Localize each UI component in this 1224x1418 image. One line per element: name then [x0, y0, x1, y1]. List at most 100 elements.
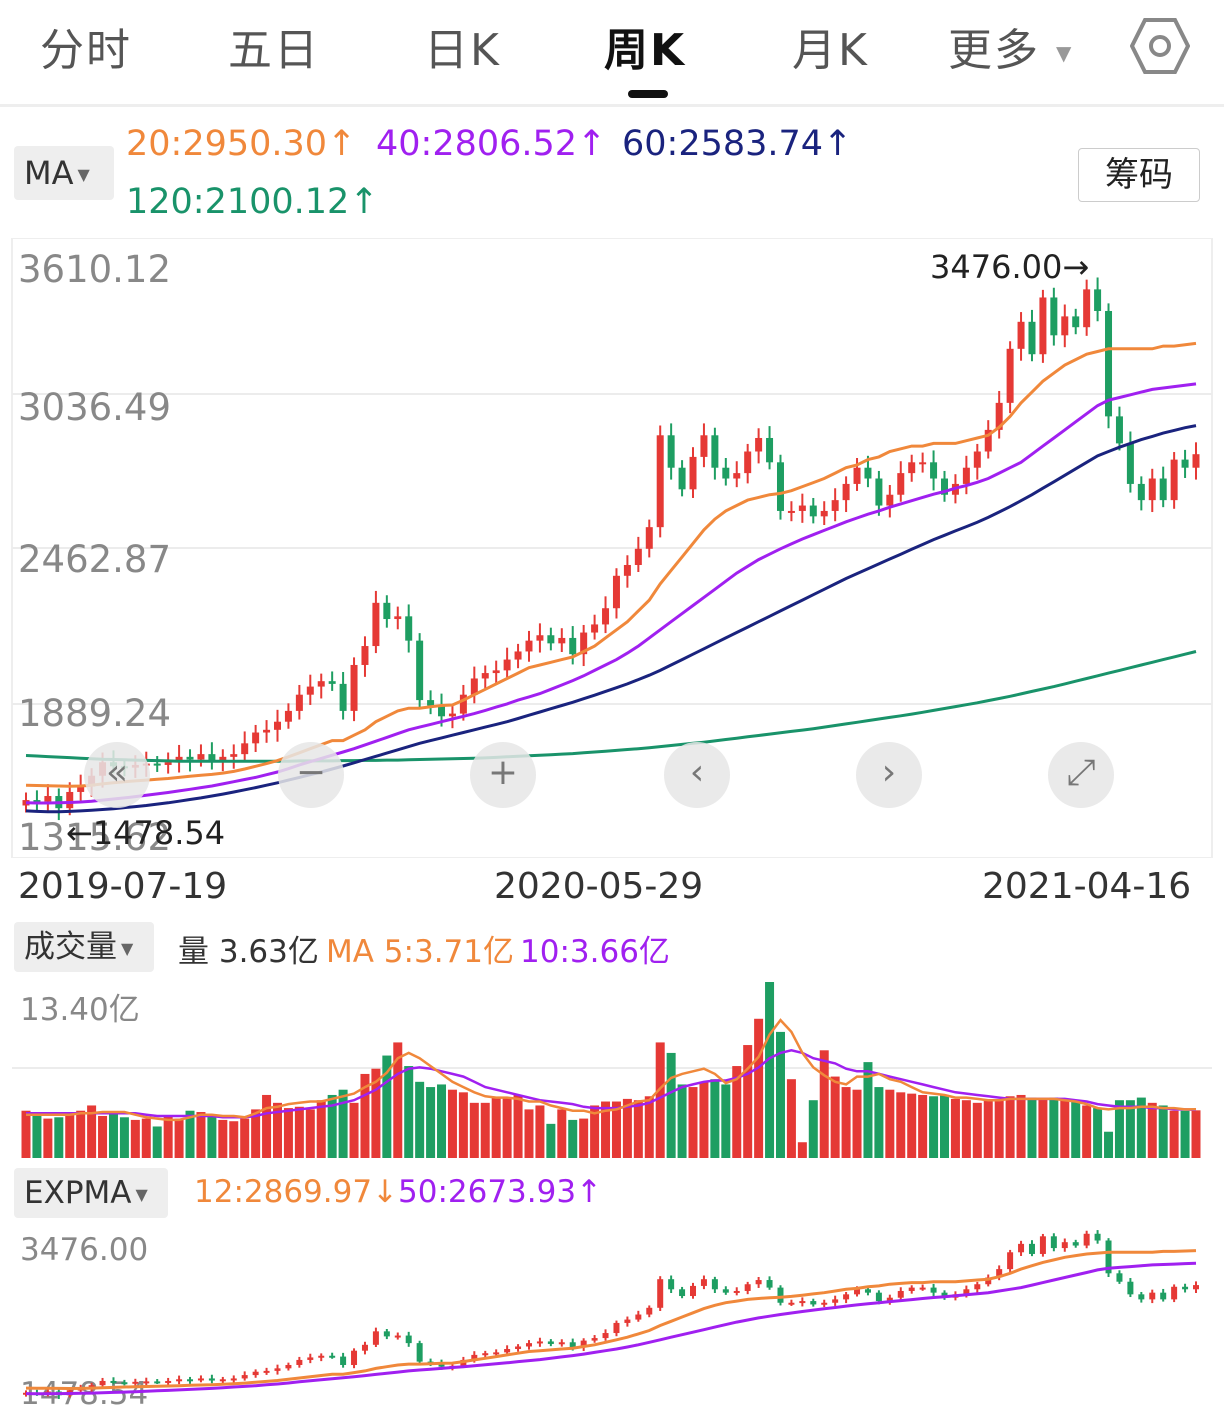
volume-bar [502, 1097, 512, 1158]
ma-indicator-selector[interactable]: MA ▼ [14, 146, 114, 200]
expma50-line [25, 1261, 1197, 1396]
volume-bar [797, 1142, 807, 1158]
candle-body [788, 1302, 795, 1305]
volume-bar [163, 1115, 173, 1158]
candle-body [241, 1375, 248, 1379]
tab-more[interactable]: 更多 ▼ [948, 14, 1073, 78]
candle-body [733, 1290, 740, 1293]
volume-bar [393, 1042, 403, 1158]
tab-monthly-k[interactable]: 月K [792, 25, 869, 76]
volume-bar [885, 1089, 895, 1158]
volume-bar [1060, 1100, 1070, 1158]
volume-bar [108, 1113, 118, 1158]
low-price-annotation: ←1478.54 [66, 814, 226, 852]
candle-body [1083, 1233, 1090, 1246]
volume-bar [196, 1112, 206, 1158]
tab-more-label: 更多 [948, 25, 1040, 76]
caret-down-icon: ▼ [135, 1184, 148, 1204]
tab-intraday[interactable]: 分时 [40, 25, 132, 76]
candle-body [1007, 1252, 1014, 1270]
chip-distribution-button[interactable]: 筹码 [1078, 148, 1200, 202]
candle-body [613, 1322, 620, 1334]
volume-bar [644, 1096, 654, 1158]
candle-body [241, 743, 249, 755]
scroll-left-button[interactable]: ‹ [664, 742, 730, 808]
candle-body [941, 1292, 948, 1298]
volume-bar [65, 1113, 75, 1158]
volume-bar [141, 1118, 151, 1158]
tab-weekly-k[interactable]: 周K [604, 25, 687, 76]
candlestick-chart[interactable] [0, 238, 1224, 858]
volume-bar [480, 1102, 490, 1158]
volume-bar [404, 1066, 414, 1158]
candle-body [974, 1284, 981, 1290]
candle-body [470, 678, 478, 695]
candle-body [787, 510, 795, 513]
candle-body [350, 664, 358, 711]
volume-bar [130, 1119, 140, 1158]
tab-five-day[interactable]: 五日 [228, 25, 320, 76]
volume-indicator-selector[interactable]: 成交量 ▼ [14, 922, 154, 972]
scroll-left-fast-button[interactable]: « [84, 742, 150, 808]
expma-indicator-selector[interactable]: EXPMA ▼ [14, 1168, 168, 1218]
candle-body [875, 1292, 882, 1302]
hexagon-settings-icon[interactable] [1129, 16, 1191, 76]
candle-body [1105, 310, 1113, 417]
candle-body [175, 756, 183, 763]
candle-body [329, 1355, 336, 1358]
candle-body [296, 1359, 303, 1365]
volume-bar [546, 1123, 556, 1158]
candle-body [667, 435, 675, 468]
candle-body [985, 1277, 992, 1285]
volume-bar [1038, 1098, 1048, 1158]
ma60-line [25, 424, 1197, 814]
candle-body [1050, 1236, 1057, 1249]
volume-bar [240, 1118, 250, 1158]
volume-bar [579, 1118, 589, 1158]
volume-bar [786, 1079, 796, 1158]
candle-body [809, 505, 817, 517]
expma-chart[interactable] [0, 1222, 1224, 1406]
fullscreen-button[interactable]: ⤢ [1048, 742, 1114, 808]
period-tab-bar: 分时 五日 日K 周K 月K 更多 ▼ [0, 0, 1224, 107]
candle-body [186, 756, 194, 760]
volume-bar [896, 1092, 906, 1158]
candle-body [1039, 297, 1047, 355]
candle-body [394, 616, 402, 620]
volume-ma5-line [26, 1018, 1197, 1122]
ma40-legend: 40:2806.52↑ [376, 124, 607, 164]
volume-bar [76, 1110, 86, 1158]
candle-body [77, 786, 85, 792]
candle-body [821, 1302, 828, 1305]
ma120-line [25, 650, 1197, 763]
candle-body [711, 435, 719, 468]
zoom-in-button[interactable]: + [470, 742, 536, 808]
candle-body [558, 1342, 565, 1345]
candle-body [634, 548, 642, 565]
scroll-right-button[interactable]: › [856, 742, 922, 808]
volume-bar [940, 1094, 950, 1158]
volume-bar [568, 1119, 578, 1158]
volume-chart[interactable] [0, 978, 1224, 1160]
zoom-out-button[interactable]: − [278, 742, 344, 808]
volume-bar [229, 1121, 239, 1158]
volume-bar [1114, 1100, 1124, 1158]
candle-body [1137, 483, 1145, 501]
volume-bar [874, 1087, 884, 1158]
tab-daily-k[interactable]: 日K [424, 25, 501, 76]
candle-body [165, 1380, 172, 1383]
volume-bar [338, 1089, 348, 1158]
candle-body [897, 1290, 904, 1298]
candle-body [1028, 1243, 1035, 1254]
volume-bar [666, 1052, 676, 1158]
candle-body [843, 1294, 850, 1300]
candle-body [842, 483, 850, 501]
candle-body [416, 1343, 423, 1362]
candle-body [580, 1340, 587, 1348]
volume-bar [426, 1087, 436, 1158]
candle-body [711, 1279, 718, 1290]
candle-body [536, 635, 544, 641]
volume-bar [1071, 1101, 1081, 1158]
volume-max-label: 13.40亿 [20, 992, 140, 1028]
candle-body [820, 510, 828, 517]
